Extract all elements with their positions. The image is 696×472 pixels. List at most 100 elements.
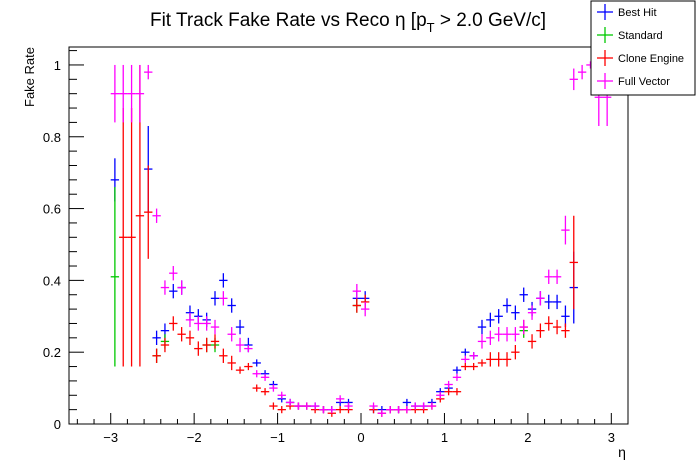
data-point xyxy=(511,345,520,360)
data-point xyxy=(310,402,320,410)
data-point xyxy=(194,316,203,331)
data-point xyxy=(185,312,195,328)
data-point xyxy=(144,165,153,259)
legend: Best Hit Standard Clone Engine Full Vector xyxy=(590,0,696,96)
data-point xyxy=(252,370,261,378)
data-point xyxy=(269,384,278,392)
data-point xyxy=(152,330,161,346)
data-point xyxy=(210,319,220,335)
data-point xyxy=(135,64,145,123)
data-point xyxy=(502,327,512,342)
data-point xyxy=(486,312,495,328)
chart-title: Fit Track Fake Rate vs Reco η [pT > 2.0 … xyxy=(150,10,546,35)
data-point xyxy=(227,298,236,313)
series-layer xyxy=(110,61,612,417)
x-tick-label: 2 xyxy=(524,430,531,445)
data-point xyxy=(169,266,178,281)
data-point xyxy=(194,341,203,356)
data-point xyxy=(227,355,236,371)
data-point xyxy=(444,388,453,396)
axes: −3 −2 −1 0 1 2 3 0 0.2 0.4 0.6 0.8 1 xyxy=(43,50,615,445)
data-point xyxy=(519,287,528,302)
data-point xyxy=(344,402,353,410)
data-point xyxy=(152,348,161,363)
data-point xyxy=(177,327,186,342)
data-point xyxy=(577,64,587,80)
data-point xyxy=(519,319,528,335)
data-point xyxy=(335,395,345,403)
data-point xyxy=(527,334,537,349)
data-point xyxy=(177,280,186,295)
legend-label: Best Hit xyxy=(618,7,657,19)
data-point xyxy=(527,305,537,320)
data-point xyxy=(494,327,503,342)
data-point xyxy=(494,352,503,367)
data-point xyxy=(536,323,545,338)
data-point xyxy=(244,345,253,353)
data-point xyxy=(294,402,303,410)
data-point xyxy=(152,208,161,223)
data-point xyxy=(461,355,470,363)
data-point xyxy=(235,337,245,353)
data-point xyxy=(511,327,520,342)
x-tick-label: 0 xyxy=(357,430,364,445)
data-point xyxy=(452,373,462,381)
data-point xyxy=(277,391,286,399)
legend-label: Standard xyxy=(618,30,663,42)
data-point xyxy=(436,391,445,399)
data-point xyxy=(552,269,562,284)
legend-box xyxy=(590,0,696,96)
data-point xyxy=(477,334,487,349)
legend-label: Clone Engine xyxy=(618,53,684,65)
data-point xyxy=(352,298,362,313)
data-point xyxy=(319,406,328,414)
data-point xyxy=(210,334,220,349)
plot-frame xyxy=(68,46,629,425)
data-point xyxy=(561,305,570,328)
data-point xyxy=(461,362,470,371)
data-point xyxy=(552,294,562,310)
data-point xyxy=(235,319,245,335)
data-point xyxy=(352,283,362,299)
data-point xyxy=(411,402,420,410)
x-tick-label: 1 xyxy=(441,430,448,445)
x-tick-label: −3 xyxy=(103,430,118,445)
data-point xyxy=(160,280,170,295)
data-point xyxy=(544,316,553,331)
data-point xyxy=(386,406,395,414)
data-point xyxy=(227,327,236,342)
y-axis-label: Fake Rate xyxy=(22,47,37,107)
data-point xyxy=(169,283,178,299)
y-tick-label: 1 xyxy=(54,58,61,73)
y-tick-label: 0.4 xyxy=(43,273,61,288)
data-point xyxy=(361,301,370,317)
data-point xyxy=(452,388,462,396)
data-point xyxy=(461,348,470,356)
data-point xyxy=(210,291,220,306)
data-point xyxy=(119,108,128,367)
data-point xyxy=(260,388,270,396)
data-point xyxy=(502,352,512,367)
data-point xyxy=(285,398,295,407)
data-point xyxy=(260,373,270,381)
data-point xyxy=(569,68,578,91)
x-tick-label: −2 xyxy=(187,430,202,445)
data-point xyxy=(110,64,120,123)
y-tick-label: 0.6 xyxy=(43,202,61,217)
x-axis-label: η xyxy=(618,444,626,460)
data-point xyxy=(127,108,136,367)
data-point xyxy=(402,406,412,414)
data-point xyxy=(402,398,412,407)
data-point xyxy=(202,337,211,353)
data-point xyxy=(552,319,562,335)
legend-entry: Best Hit xyxy=(597,4,657,20)
legend-entry: Full Vector xyxy=(597,73,670,89)
x-tick-label: −1 xyxy=(270,430,285,445)
data-point xyxy=(511,305,520,320)
data-point xyxy=(536,291,545,306)
data-point xyxy=(302,402,311,410)
data-point xyxy=(494,309,503,324)
data-point xyxy=(219,291,228,306)
data-point xyxy=(110,187,120,367)
